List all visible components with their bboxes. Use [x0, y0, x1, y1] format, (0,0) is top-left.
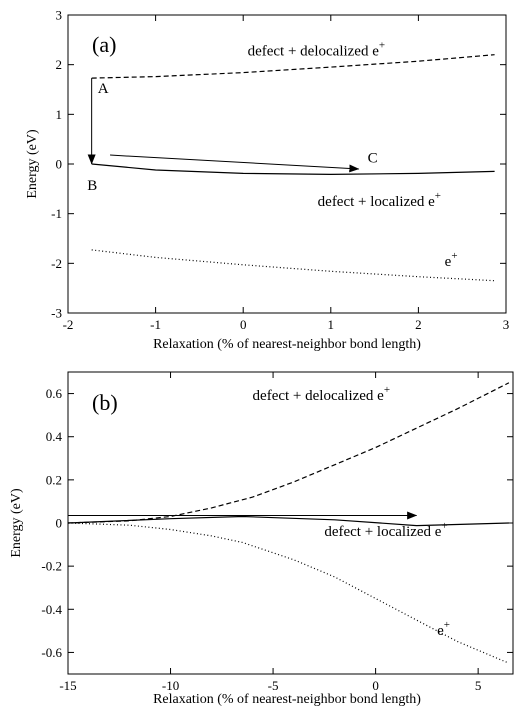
series-line-dotted — [67, 522, 510, 664]
y-tick-label: 1 — [56, 107, 63, 122]
x-tick-label: 0 — [240, 317, 247, 332]
y-tick-label: 2 — [56, 57, 63, 72]
series-annotation: defect + localized e+ — [318, 190, 441, 210]
y-tick-label: -0.4 — [41, 602, 62, 617]
y-tick-label: 3 — [56, 8, 63, 23]
y-tick-label: -0.6 — [41, 645, 62, 660]
x-tick-label: -1 — [150, 317, 161, 332]
y-tick-label: 0 — [56, 157, 63, 172]
panel-b: (b) Relaxation (% of nearest-neighbor bo… — [9, 371, 514, 706]
panel-a: (a) Relaxation (% of nearest-neighbor bo… — [25, 8, 509, 353]
x-tick-label: 5 — [475, 678, 482, 693]
point-label: A — [98, 81, 109, 97]
arrow — [110, 154, 360, 173]
series-group — [91, 54, 495, 282]
y-tick-label: -3 — [51, 306, 62, 321]
ticks: -15 -10 -5 0 5 -0.6 -0.4 -0.2 0 0.2 0.4 0.6 — [41, 372, 513, 693]
series-line-dashed — [67, 382, 510, 524]
y-tick-label: 0.4 — [46, 429, 63, 444]
series-annotation: defect + localized e+ — [324, 520, 447, 540]
x-axis-label: Relaxation (% of nearest-neighbor bond l… — [153, 337, 421, 352]
annotations-group: defect + delocalized e+ defect + localize… — [87, 40, 457, 270]
y-tick-label: 0.6 — [46, 386, 63, 401]
panel-label: (b) — [92, 390, 118, 415]
y-tick-label: -1 — [51, 206, 62, 221]
y-tick-label: -0.2 — [41, 559, 62, 574]
series-annotation: defect + delocalized e+ — [253, 384, 391, 404]
x-tick-label: 0 — [372, 678, 379, 693]
x-tick-label: -5 — [268, 678, 279, 693]
y-tick-label: -2 — [51, 256, 62, 271]
series-annotation: defect + delocalized e+ — [248, 40, 386, 60]
y-axis-label: Energy (eV) — [9, 488, 24, 558]
series-annotation: e+ — [445, 250, 458, 270]
x-tick-label: -15 — [59, 678, 76, 693]
series-line-solid — [91, 163, 495, 176]
panel-label: (a) — [92, 32, 116, 57]
x-tick-label: 3 — [503, 317, 510, 332]
x-tick-label: -2 — [63, 317, 74, 332]
x-axis-label: Relaxation (% of nearest-neighbor bond l… — [153, 692, 421, 706]
y-axis-label: Energy (eV) — [25, 129, 40, 199]
series-line-solid — [67, 515, 509, 527]
annotations-group: defect + delocalized e+ defect + localize… — [68, 384, 450, 639]
point-label: B — [87, 178, 97, 194]
x-tick-label: -10 — [162, 678, 179, 693]
series-group — [67, 382, 510, 664]
series-line-dotted — [91, 249, 495, 282]
series-annotation: e+ — [437, 619, 450, 639]
series-line-dashed — [91, 54, 495, 79]
y-tick-label: 0 — [56, 516, 63, 531]
y-tick-label: 0.2 — [46, 472, 62, 487]
point-label: C — [368, 151, 378, 167]
x-tick-label: 2 — [415, 317, 422, 332]
x-tick-label: 1 — [328, 317, 335, 332]
